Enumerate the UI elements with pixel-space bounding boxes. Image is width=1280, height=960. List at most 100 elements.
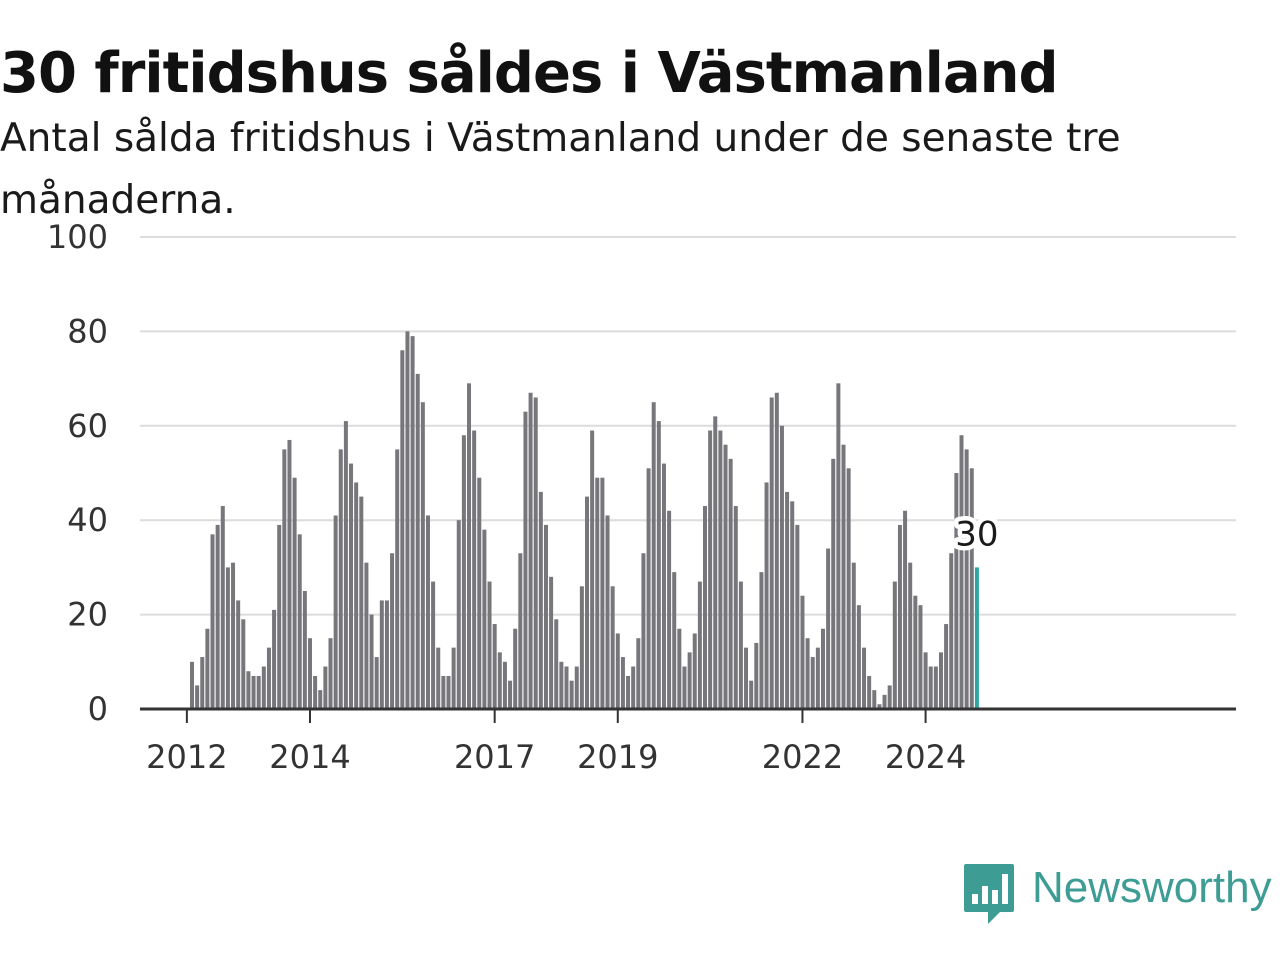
y-tick-label: 80 [67, 312, 108, 350]
bar [405, 331, 410, 709]
bar [605, 515, 610, 709]
bar [964, 449, 969, 709]
bar [867, 675, 872, 709]
bar [872, 690, 877, 709]
bar [949, 553, 954, 709]
bar [795, 524, 800, 709]
bar [759, 572, 764, 709]
bar [225, 567, 230, 709]
bar [359, 496, 364, 709]
bar [641, 553, 646, 709]
y-tick-label: 0 [88, 690, 108, 728]
gridlines [140, 236, 1236, 616]
bar [733, 506, 738, 709]
bar [815, 647, 820, 709]
bar [882, 694, 887, 709]
bar [908, 562, 913, 709]
bar [492, 624, 497, 709]
bar [543, 524, 548, 709]
bar [323, 666, 328, 709]
bar [626, 675, 631, 709]
bar [282, 449, 287, 709]
bar [266, 647, 271, 709]
bar [559, 661, 564, 709]
x-tick-label: 2012 [146, 738, 227, 776]
bar [590, 430, 595, 709]
bar [210, 534, 215, 709]
bar [600, 477, 605, 709]
bar [744, 647, 749, 709]
bar [287, 439, 292, 709]
bar [620, 657, 625, 709]
bar [923, 652, 928, 709]
bar [708, 430, 713, 709]
bar [913, 595, 918, 709]
bar [769, 397, 774, 709]
bar [728, 458, 733, 709]
bar [574, 666, 579, 709]
bar [918, 605, 923, 709]
labels: 0 20 40 60 80 100 2012 2014 2017 2019 2022 2024 30 [47, 218, 1003, 776]
bar [564, 666, 569, 709]
brand-name: Newsworthy [1032, 863, 1272, 912]
bar [313, 675, 318, 709]
bar [354, 482, 359, 709]
bar [579, 586, 584, 709]
bar [205, 628, 210, 709]
chart-subtitle: Antal sålda fritidshus i Västmanland und… [0, 116, 1121, 223]
bar [933, 666, 938, 709]
bar [451, 647, 456, 709]
bar [195, 685, 200, 709]
bar [672, 572, 677, 709]
bar [328, 638, 333, 709]
bar [364, 562, 369, 709]
bar [697, 581, 702, 709]
bar [236, 600, 241, 709]
y-tick-label: 20 [67, 596, 108, 634]
bar [241, 619, 246, 709]
newsworthy-logo-icon [964, 864, 1014, 924]
bar [851, 562, 856, 709]
bar [692, 633, 697, 709]
bar [338, 449, 343, 709]
bar [538, 491, 543, 709]
bar [631, 666, 636, 709]
bar [846, 468, 851, 709]
bar [533, 397, 538, 709]
bar [446, 675, 451, 709]
bar [200, 657, 205, 709]
newsworthy-logo[interactable]: Newsworthy [962, 862, 1278, 926]
bar [318, 690, 323, 709]
bar [785, 491, 790, 709]
bar [754, 642, 759, 709]
x-tick-label: 2024 [885, 738, 966, 776]
bar [805, 638, 810, 709]
bar [959, 435, 964, 709]
bar [420, 402, 425, 709]
bar [682, 666, 687, 709]
bar [379, 600, 384, 709]
bar [497, 652, 502, 709]
bar [713, 416, 718, 709]
bar [467, 383, 472, 709]
bar [877, 704, 882, 709]
bar [482, 529, 487, 709]
bar [297, 534, 302, 709]
bar [656, 421, 661, 709]
highlight-value-label: 30 [955, 514, 998, 554]
bar [892, 581, 897, 709]
x-tick-label: 2017 [454, 738, 535, 776]
bar [831, 458, 836, 709]
bar [969, 468, 974, 709]
bar [384, 600, 389, 709]
bar [528, 392, 533, 709]
bar [518, 553, 523, 709]
bar [261, 666, 266, 709]
bar [302, 591, 307, 709]
bar [508, 680, 513, 709]
bar [856, 605, 861, 709]
bar [231, 562, 236, 709]
bar [826, 548, 831, 709]
bar [400, 350, 405, 709]
bar [395, 449, 400, 709]
